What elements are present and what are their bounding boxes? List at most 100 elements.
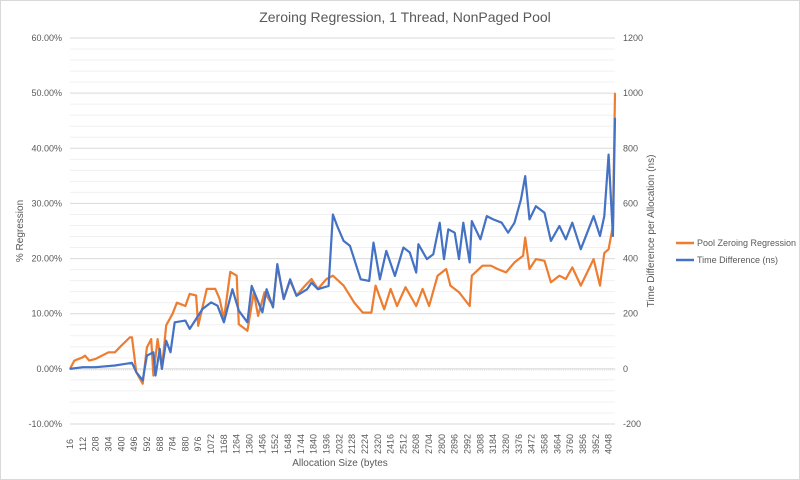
x-tick-label: 496 — [129, 436, 139, 451]
data-point-pool-zeroing — [206, 288, 208, 290]
data-point-pool-zeroing — [614, 92, 616, 94]
x-axis-label: Allocation Size (bytes — [292, 458, 388, 469]
data-point-pool-zeroing — [586, 271, 588, 273]
data-point-time-difference — [543, 212, 546, 214]
data-point-time-difference — [571, 222, 573, 224]
y2-tick-label: 400 — [623, 254, 638, 264]
data-point-time-difference — [507, 232, 509, 234]
x-tick-label: 2224 — [360, 434, 370, 454]
data-point-time-difference — [266, 288, 268, 290]
data-point-time-difference — [565, 238, 567, 240]
data-point-pool-zeroing — [257, 315, 259, 317]
data-point-time-difference — [336, 225, 338, 227]
x-tick-label: 2608 — [411, 434, 421, 454]
data-point-pool-zeroing — [246, 330, 248, 332]
x-tick-label: 592 — [142, 436, 152, 451]
data-point-time-difference — [368, 280, 370, 282]
data-point-pool-zeroing — [580, 284, 582, 287]
y-tick-label: 60.00% — [31, 33, 62, 43]
y-tick-label: 10.00% — [31, 309, 62, 319]
data-point-pool-zeroing — [571, 266, 573, 268]
data-point-time-difference — [479, 238, 481, 240]
x-tick-label: 2800 — [437, 434, 447, 454]
data-point-pool-zeroing — [415, 305, 417, 307]
data-point-pool-zeroing — [490, 265, 492, 267]
x-tick-label: 2320 — [373, 434, 383, 454]
legend-label-time-difference: Time Difference (ns) — [697, 255, 778, 265]
data-point-time-difference — [332, 213, 334, 216]
data-point-pool-zeroing — [535, 258, 537, 260]
data-point-time-difference — [189, 328, 191, 330]
data-point-time-difference — [599, 235, 601, 237]
x-tick-label: 2512 — [398, 434, 408, 454]
data-point-pool-zeroing — [171, 313, 174, 315]
data-point-pool-zeroing — [599, 284, 601, 287]
x-tick-label: 1072 — [206, 434, 216, 454]
data-point-time-difference — [501, 222, 503, 224]
right-axis-ticks: -200 0 200 400 600 800 1000 1200 — [623, 33, 643, 429]
data-point-time-difference — [95, 366, 97, 368]
x-tick-label: 3472 — [527, 434, 537, 454]
data-point-time-difference — [357, 272, 360, 274]
data-point-pool-zeroing — [332, 275, 334, 277]
data-point-pool-zeroing — [362, 312, 364, 314]
x-tick-label: 400 — [116, 436, 126, 451]
data-point-time-difference — [261, 311, 263, 313]
data-point-pool-zeroing — [471, 275, 473, 277]
y2-tick-label: 600 — [623, 198, 638, 208]
legend: Pool Zeroing Regression Time Difference … — [676, 238, 796, 265]
x-tick-label: 880 — [180, 436, 190, 451]
x-tick-label: 2128 — [347, 434, 357, 454]
data-point-pool-zeroing — [142, 383, 144, 385]
data-point-pool-zeroing — [107, 351, 110, 353]
data-point-pool-zeroing — [389, 288, 392, 290]
y2-axis-label: Time Difference per Allocation (ns) — [646, 155, 657, 308]
data-point-time-difference — [607, 154, 610, 156]
data-point-pool-zeroing — [469, 305, 471, 307]
x-tick-label: 1840 — [309, 434, 319, 454]
x-axis-ticks: 16 112 208 304 400 496 592 688 784 880 976 1072 1168… — [65, 434, 614, 454]
y-tick-label: 20.00% — [31, 254, 62, 264]
data-point-pool-zeroing — [522, 255, 524, 257]
data-point-pool-zeroing — [197, 325, 199, 327]
data-point-pool-zeroing — [95, 358, 97, 360]
data-point-pool-zeroing — [375, 284, 377, 287]
data-point-pool-zeroing — [129, 336, 131, 339]
data-point-time-difference — [154, 374, 157, 377]
x-tick-label: 1936 — [321, 434, 331, 454]
x-tick-label: 3664 — [552, 434, 562, 454]
data-point-time-difference — [238, 310, 240, 312]
x-tick-label: 2704 — [424, 434, 434, 454]
data-point-time-difference — [520, 198, 522, 200]
data-point-time-difference — [443, 258, 445, 260]
data-point-pool-zeroing — [524, 237, 526, 239]
data-point-time-difference — [535, 205, 537, 207]
data-point-pool-zeroing — [543, 260, 546, 262]
x-tick-label: 1648 — [283, 434, 293, 454]
data-point-time-difference — [272, 306, 274, 308]
x-tick-label: 3760 — [565, 434, 575, 454]
data-point-pool-zeroing — [428, 305, 430, 307]
y-tick-label: 30.00% — [31, 198, 62, 208]
x-tick-label: 3568 — [539, 434, 549, 454]
data-point-pool-zeroing — [607, 248, 610, 250]
data-point-pool-zeroing — [146, 346, 148, 348]
data-point-pool-zeroing — [152, 374, 154, 377]
y2-tick-label: 200 — [623, 309, 638, 319]
x-tick-label: 2416 — [386, 434, 396, 454]
y-axis-label: % Regression — [15, 200, 26, 262]
data-point-pool-zeroing — [304, 284, 306, 287]
y-tick-label: 40.00% — [31, 143, 62, 153]
data-point-pool-zeroing — [131, 336, 133, 339]
data-point-time-difference — [394, 275, 396, 277]
x-tick-label: 3088 — [475, 434, 485, 454]
data-point-time-difference — [417, 243, 419, 245]
data-point-pool-zeroing — [481, 265, 484, 267]
data-point-time-difference — [328, 285, 330, 287]
data-point-pool-zeroing — [84, 355, 86, 357]
data-point-time-difference — [174, 321, 176, 323]
x-tick-label: 1744 — [296, 434, 306, 454]
x-tick-label: 2896 — [450, 434, 460, 454]
data-point-time-difference — [447, 228, 449, 230]
data-point-time-difference — [614, 117, 616, 119]
